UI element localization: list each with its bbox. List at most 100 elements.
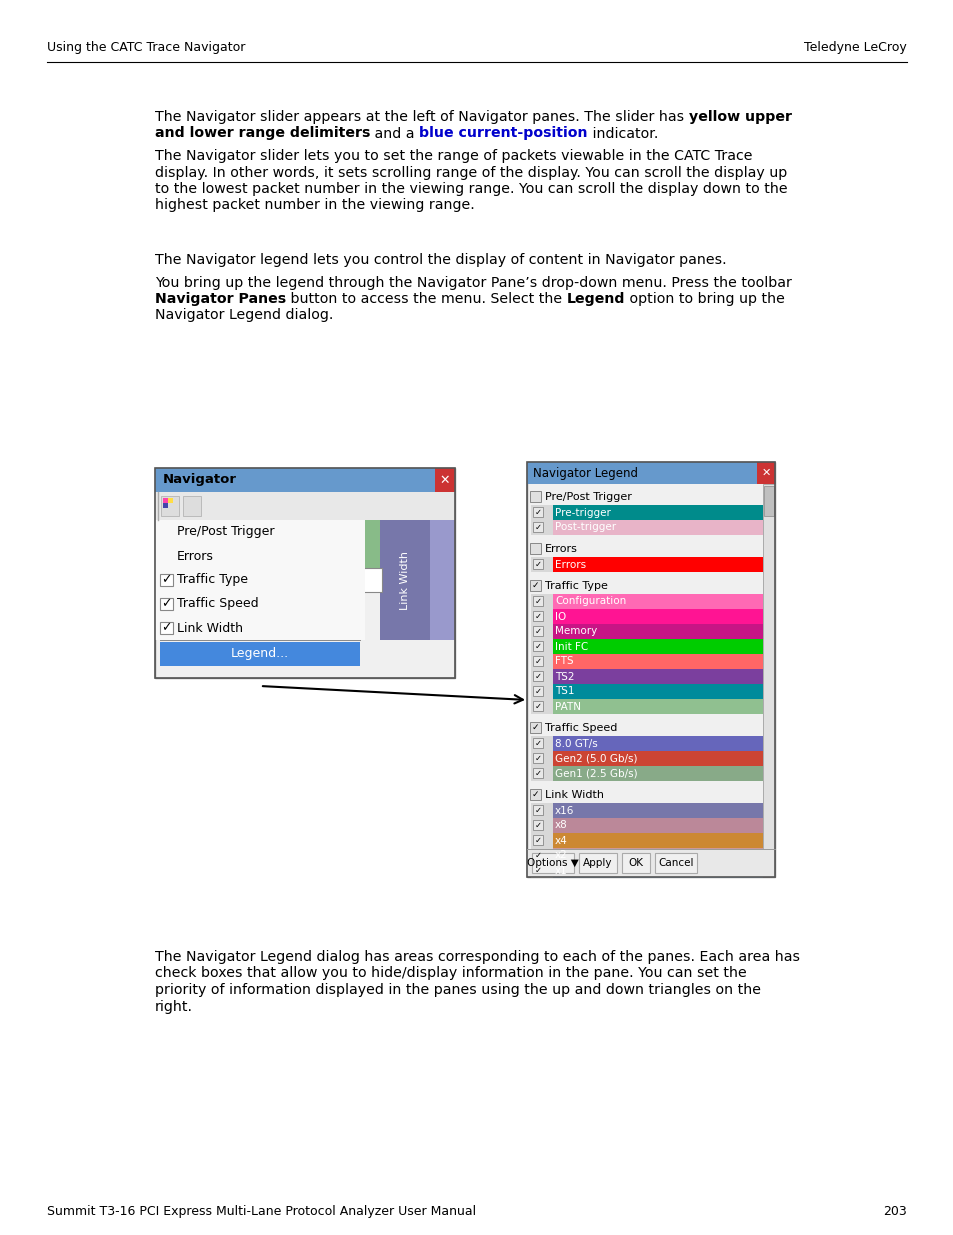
Text: 203: 203 — [882, 1205, 906, 1218]
Text: ✓: ✓ — [534, 836, 541, 845]
Bar — [533, 559, 542, 569]
Bar — [533, 768, 542, 778]
Bar — [154, 468, 455, 492]
Bar — [531, 766, 553, 781]
Bar — [168, 498, 172, 503]
Text: OK: OK — [628, 858, 643, 868]
Bar — [526, 462, 774, 484]
Text: to the lowest packet number in the viewing range. You can scroll the display dow: to the lowest packet number in the viewi… — [154, 182, 787, 196]
Text: Errors: Errors — [555, 559, 585, 569]
Bar — [163, 498, 168, 503]
Bar — [533, 739, 542, 748]
Text: Link Width: Link Width — [399, 551, 410, 610]
Text: TS1: TS1 — [555, 687, 574, 697]
Text: ✕: ✕ — [439, 473, 450, 487]
Text: ✓: ✓ — [534, 559, 541, 569]
Bar — [532, 853, 574, 873]
Text: ✓: ✓ — [534, 687, 541, 697]
Bar — [578, 853, 617, 873]
Bar — [154, 492, 455, 520]
Bar — [553, 505, 762, 520]
Text: Legend...: Legend... — [231, 647, 289, 661]
Bar — [553, 848, 762, 863]
Text: Navigator: Navigator — [163, 473, 236, 487]
Text: Legend: Legend — [566, 291, 624, 306]
Text: ✓: ✓ — [534, 642, 541, 651]
Bar — [533, 701, 542, 711]
Bar — [531, 803, 553, 818]
Text: check boxes that allow you to hide/display information in the pane. You can set : check boxes that allow you to hide/displ… — [154, 967, 746, 981]
Text: x4: x4 — [555, 836, 567, 846]
Text: yellow upper: yellow upper — [688, 110, 791, 124]
Bar — [160, 598, 172, 610]
Bar — [163, 503, 168, 508]
Text: ✓: ✓ — [534, 613, 541, 621]
Text: ✓: ✓ — [534, 672, 541, 680]
Bar — [531, 669, 553, 684]
Bar — [160, 642, 359, 666]
Bar — [553, 638, 762, 655]
Text: Traffic Speed: Traffic Speed — [544, 722, 617, 734]
Text: The Navigator slider lets you to set the range of packets viewable in the CATC T: The Navigator slider lets you to set the… — [154, 149, 752, 163]
Bar — [363, 568, 381, 592]
Bar — [533, 626, 542, 636]
Text: and a: and a — [370, 126, 419, 141]
Bar — [530, 789, 540, 800]
Bar — [531, 594, 553, 609]
Text: Gen2 (5.0 Gb/s): Gen2 (5.0 Gb/s) — [555, 753, 637, 763]
Bar — [533, 508, 542, 517]
Text: Link Width: Link Width — [544, 790, 603, 800]
Bar — [553, 557, 762, 572]
Bar — [531, 557, 553, 572]
Bar — [531, 699, 553, 714]
Text: indicator.: indicator. — [587, 126, 658, 141]
Bar — [526, 848, 774, 877]
Bar — [655, 853, 697, 873]
Bar — [531, 818, 553, 832]
Bar — [154, 592, 365, 616]
Bar — [531, 624, 553, 638]
Text: 8.0 GT/s: 8.0 GT/s — [555, 739, 598, 748]
Bar — [183, 496, 201, 516]
Bar — [533, 820, 542, 830]
Text: IO: IO — [555, 611, 566, 621]
Text: x2: x2 — [555, 851, 567, 861]
Text: ✓: ✓ — [534, 701, 541, 711]
Bar — [161, 496, 179, 516]
Bar — [154, 468, 455, 678]
Bar — [531, 505, 553, 520]
Bar — [531, 638, 553, 655]
Bar — [365, 520, 379, 592]
Bar — [160, 622, 172, 634]
Text: Pre/Post Trigger: Pre/Post Trigger — [177, 526, 274, 538]
Bar — [533, 864, 542, 876]
Text: right.: right. — [154, 999, 193, 1014]
Text: Traffic Type: Traffic Type — [177, 573, 248, 587]
Bar — [553, 818, 762, 832]
Text: x1: x1 — [555, 866, 567, 876]
Bar — [533, 597, 542, 606]
Text: Init FC: Init FC — [555, 641, 588, 652]
Text: The Navigator legend lets you control the display of content in Navigator panes.: The Navigator legend lets you control th… — [154, 253, 726, 267]
Bar — [553, 751, 762, 766]
Bar — [553, 863, 762, 878]
Bar — [531, 832, 553, 848]
Text: ✕: ✕ — [760, 468, 770, 478]
Text: Summit T3-16 PCI Express Multi-Lane Protocol Analyzer User Manual: Summit T3-16 PCI Express Multi-Lane Prot… — [47, 1205, 476, 1218]
Bar — [531, 520, 553, 535]
Text: Memory: Memory — [555, 626, 597, 636]
Text: blue current-position: blue current-position — [419, 126, 587, 141]
Text: Pre-trigger: Pre-trigger — [555, 508, 610, 517]
Text: ✓: ✓ — [534, 508, 541, 517]
Text: FTS: FTS — [555, 657, 573, 667]
Bar — [531, 863, 553, 878]
Text: button to access the menu. Select the: button to access the menu. Select the — [286, 291, 566, 306]
Text: The Navigator Legend dialog has areas corresponding to each of the panes. Each a: The Navigator Legend dialog has areas co… — [154, 950, 800, 965]
Text: ✓: ✓ — [161, 573, 172, 587]
Text: Traffic Speed: Traffic Speed — [177, 598, 258, 610]
Text: x16: x16 — [555, 805, 574, 815]
Bar — [621, 853, 649, 873]
Text: Link Width: Link Width — [177, 621, 243, 635]
Text: ✓: ✓ — [161, 621, 172, 635]
Text: ✓: ✓ — [534, 866, 541, 876]
